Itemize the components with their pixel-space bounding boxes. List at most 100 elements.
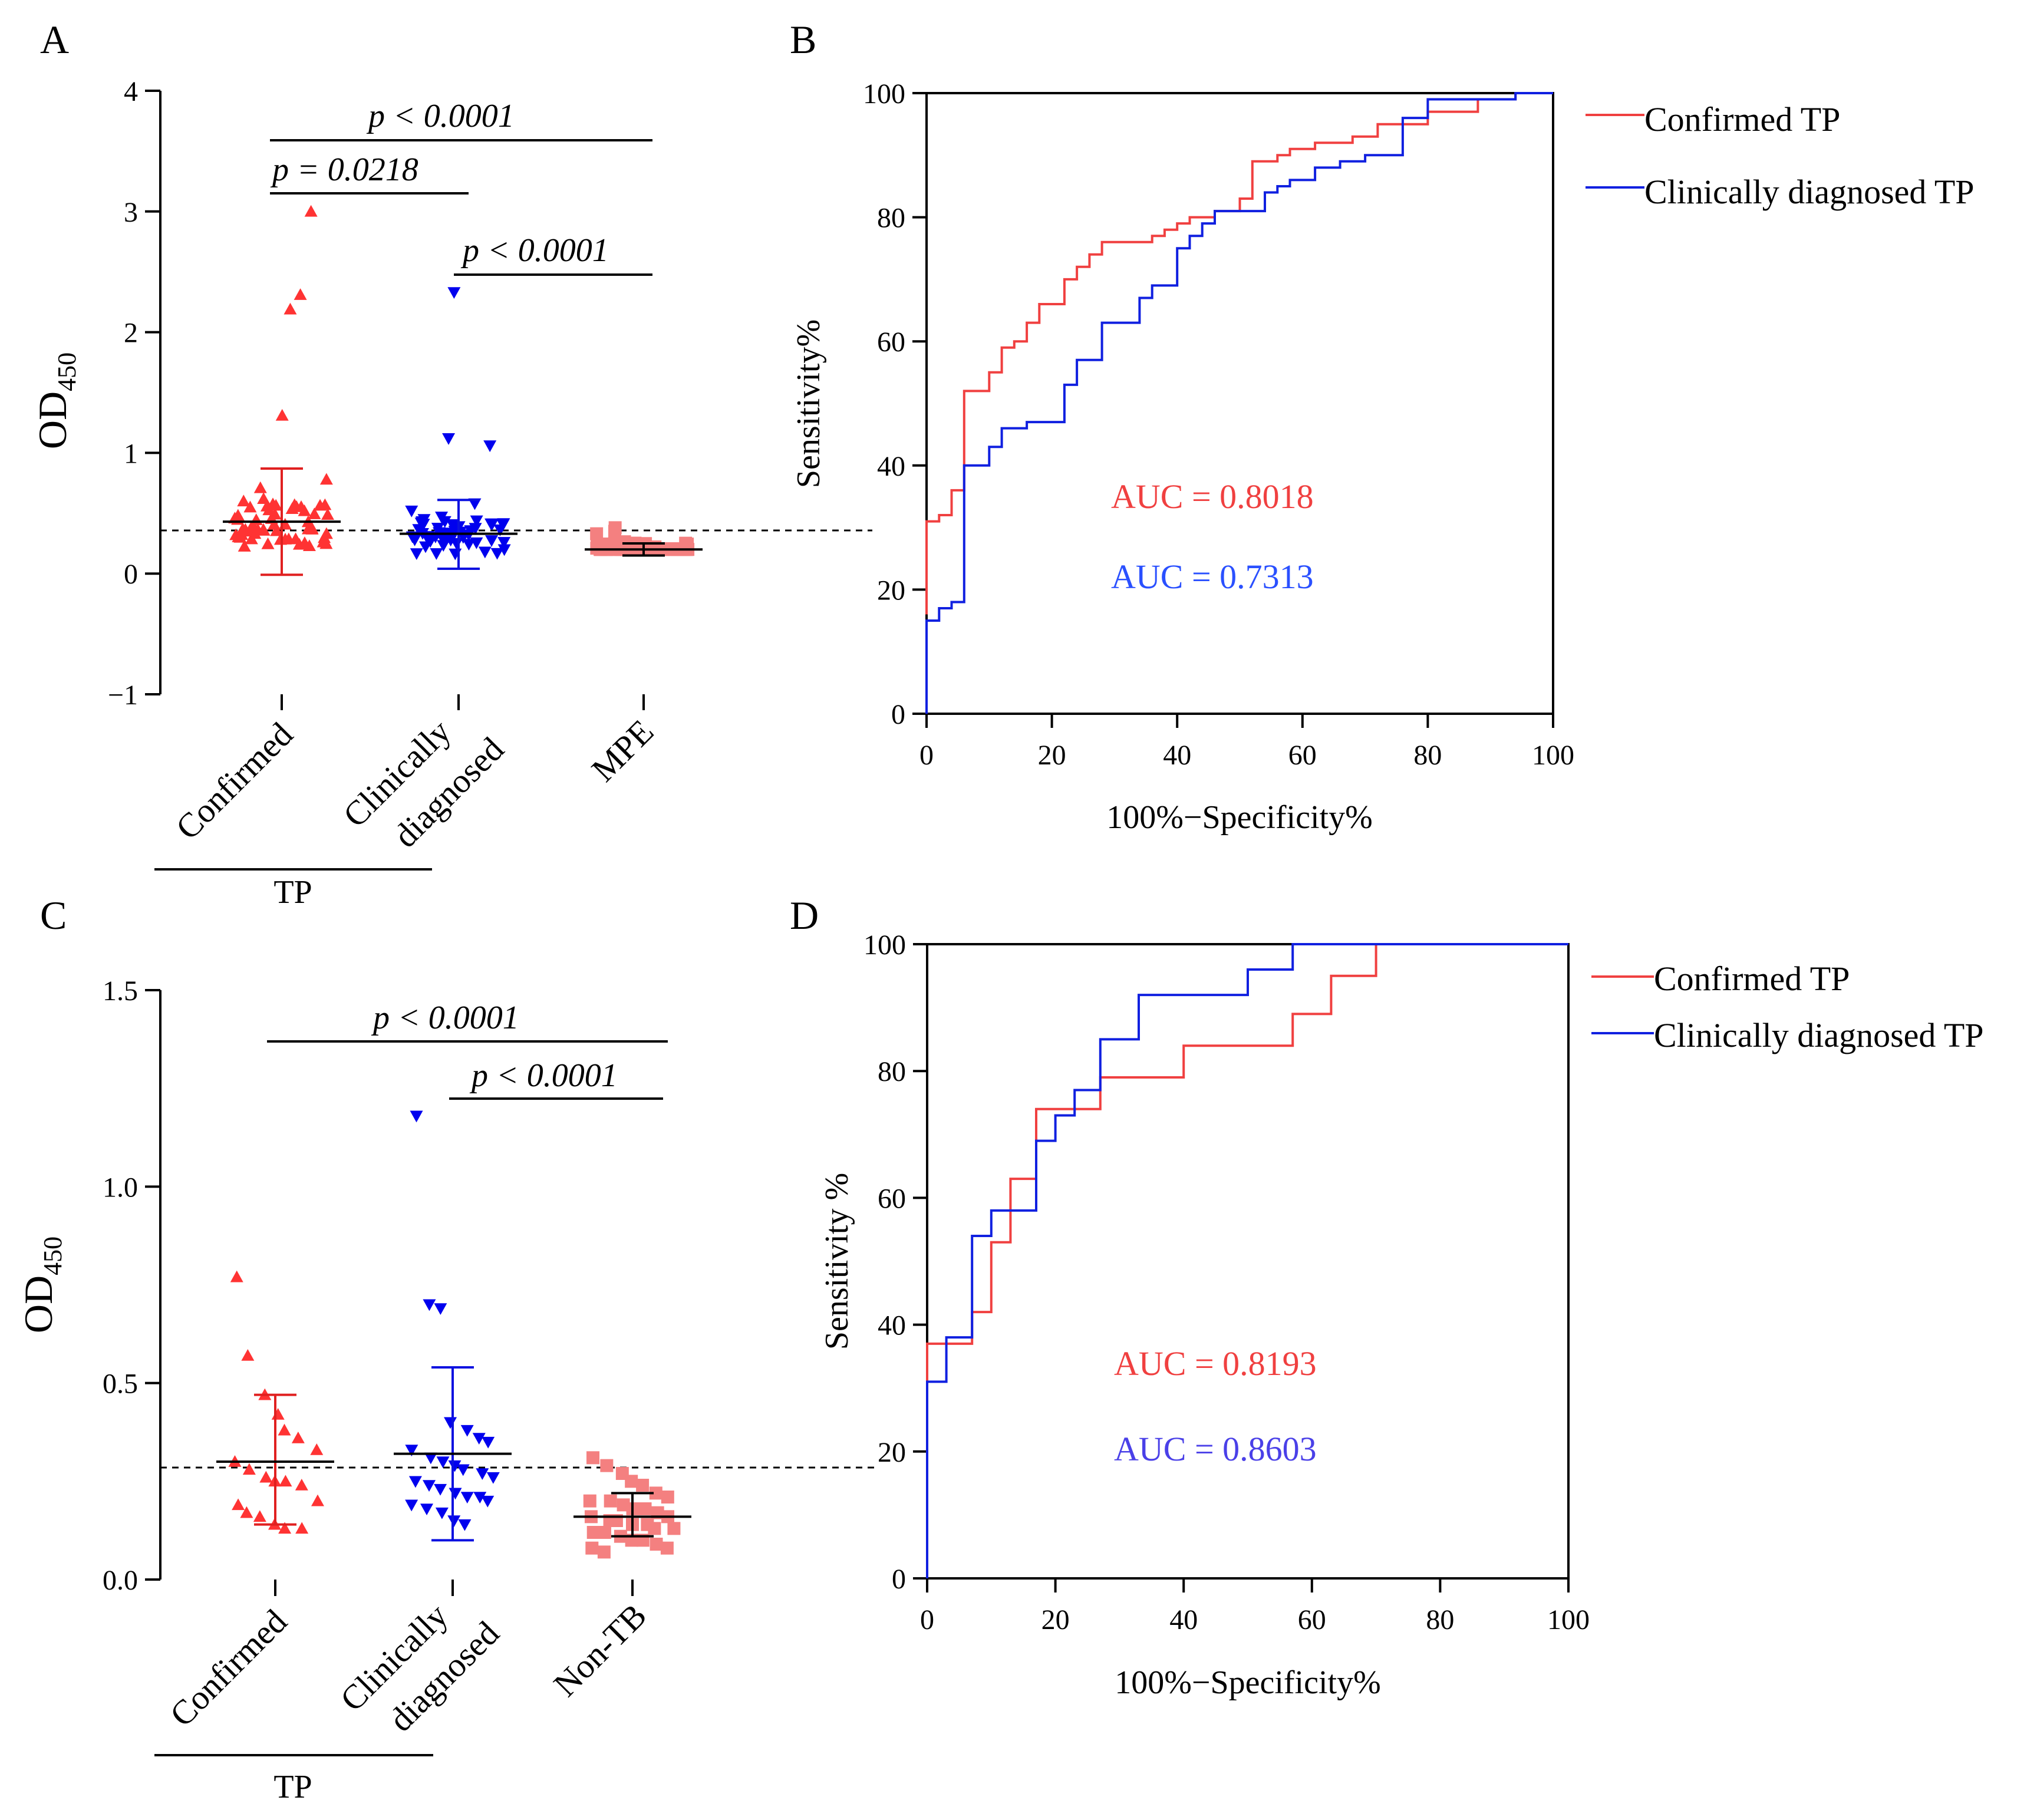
panel-a-category-confirmed: Confirmed	[169, 715, 301, 847]
pA-point	[239, 523, 252, 535]
panel-c-y-ticks: 1.5 1.0 0.5 0.0	[103, 975, 160, 1596]
pA-point	[497, 537, 511, 549]
pB-series-confirmed	[925, 92, 1553, 615]
panel-a-y-tick-label: 0	[124, 559, 138, 590]
pC-point	[291, 1432, 305, 1443]
pC-point	[472, 1433, 486, 1445]
panel-a-comparison-text-3: p < 0.0001	[460, 232, 609, 269]
pA-point	[416, 516, 429, 528]
panel-b-auc-clinically: AUC = 0.7313	[1111, 558, 1314, 596]
pD-series-confirmed	[926, 943, 1568, 1389]
pB-x-tick-label: 80	[1413, 740, 1442, 771]
pC-point	[240, 1506, 253, 1518]
panel-a-y-tick-label: 3	[124, 197, 138, 228]
pC-point	[586, 1526, 600, 1539]
pC-point	[476, 1468, 489, 1480]
pC-point	[436, 1456, 450, 1468]
pA-point	[262, 503, 276, 516]
pA-point	[233, 530, 247, 543]
pA-point	[490, 548, 504, 560]
panel-b-y-ticks: 0 20 40 60 80 100	[863, 78, 927, 730]
panel-c-category-confirmed: Confirmed	[163, 1602, 295, 1734]
panel-d: D 0 20 40 60 80 100 0 20 40 60 80 100 100%−Specifi…	[790, 893, 1984, 1701]
pD-x-tick-label: 40	[1169, 1604, 1198, 1636]
pC-point	[585, 1541, 599, 1555]
panel-c-y-tick-label: 1.0	[103, 1172, 138, 1203]
pC-point	[597, 1545, 611, 1559]
panel-d-x-ticks: 0 20 40 60 80 100	[920, 1578, 1590, 1636]
pC-point	[661, 1491, 674, 1504]
pA-point	[269, 499, 283, 511]
pA-point	[483, 440, 497, 453]
pA-point	[231, 509, 245, 521]
pC-point	[486, 1472, 500, 1484]
pA-point	[268, 507, 282, 520]
panel-d-y-ticks: 0 20 40 60 80 100	[863, 929, 927, 1595]
panel-a: A 4 3 2 1 0 −1 OD450 p < 0.0001 p = 0.0218 p …	[30, 17, 872, 911]
panel-a-y-axis-label: OD450	[30, 352, 81, 449]
pC-point	[482, 1436, 495, 1449]
panel-a-group-label: TP	[273, 874, 312, 911]
panel-b-x-axis-label: 100%−Specificity%	[1106, 799, 1372, 836]
panel-a-label: A	[40, 17, 69, 62]
panel-c: C 1.5 1.0 0.5 0.0 OD450 p < 0.0001 p < 0.00…	[16, 893, 878, 1805]
pC-point	[423, 1299, 436, 1311]
panel-d-label: D	[790, 893, 819, 938]
panel-a-y-tick-label: 1	[124, 438, 138, 469]
panel-a-y-tick-label: 4	[124, 76, 138, 107]
panel-c-y-axis-label: OD450	[16, 1237, 67, 1333]
panel-c-y-tick-label: 0.5	[103, 1369, 138, 1400]
pA-point	[270, 524, 284, 536]
pC-point	[444, 1417, 457, 1429]
pC-point	[232, 1498, 245, 1511]
pC-point	[648, 1522, 661, 1535]
pA-point	[321, 508, 334, 520]
pA-point	[469, 523, 482, 535]
pD-y-tick-label: 40	[878, 1310, 906, 1341]
pC-point	[434, 1303, 447, 1315]
pC-point	[271, 1408, 285, 1420]
pC-point	[649, 1486, 662, 1500]
pC-point	[424, 1452, 437, 1465]
panel-a-points	[228, 205, 695, 560]
pC-point	[242, 1463, 256, 1475]
panel-d-roc-curves	[926, 943, 1568, 1578]
pB-x-tick-label: 100	[1532, 740, 1574, 771]
pB-y-tick-label: 20	[877, 575, 905, 606]
pB-x-tick-label: 0	[919, 740, 934, 771]
pA-point	[410, 548, 423, 560]
pA-point	[470, 515, 483, 527]
pC-point	[295, 1522, 309, 1534]
pD-x-tick-label: 80	[1426, 1604, 1454, 1636]
panel-d-auc-clinically: AUC = 0.8603	[1114, 1430, 1317, 1468]
pC-point	[405, 1445, 418, 1456]
pC-point	[435, 1507, 449, 1519]
panel-c-label: C	[40, 893, 67, 938]
pC-point	[650, 1538, 663, 1551]
panel-c-points	[228, 1110, 681, 1559]
pA-point	[462, 539, 476, 551]
panel-a-y-tick-label: 2	[124, 318, 138, 349]
pA-point	[318, 498, 332, 510]
pA-point	[681, 538, 694, 551]
pD-y-tick-label: 0	[892, 1564, 906, 1595]
pC-point	[667, 1522, 681, 1535]
pC-point	[598, 1526, 611, 1539]
panel-d-y-axis-label: Sensitivity %	[819, 1173, 855, 1350]
pA-point	[484, 518, 498, 530]
pA-point	[284, 302, 297, 315]
panel-b-roc-curves	[925, 92, 1553, 714]
pC-point	[481, 1495, 495, 1508]
panel-b-legend-clinically: Clinically diagnosed TP	[1644, 173, 1975, 211]
panel-b-y-axis-label: Sensitivity%	[790, 319, 827, 488]
pC-point	[447, 1515, 461, 1527]
pB-y-tick-label: 80	[877, 203, 905, 234]
pA-point	[295, 500, 308, 512]
pC-point	[583, 1494, 596, 1508]
panel-d-plot-frame	[926, 943, 1570, 1580]
pC-point	[460, 1492, 474, 1504]
pC-point	[458, 1519, 472, 1531]
pB-x-tick-label: 60	[1288, 740, 1317, 771]
pC-point	[310, 1443, 324, 1455]
